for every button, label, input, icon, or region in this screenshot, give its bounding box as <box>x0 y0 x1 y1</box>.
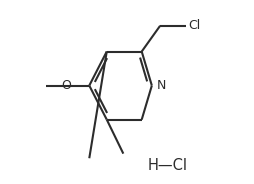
Text: Cl: Cl <box>188 19 200 32</box>
Text: N: N <box>156 79 166 92</box>
Text: H—Cl: H—Cl <box>148 158 187 173</box>
Text: O: O <box>61 79 71 92</box>
